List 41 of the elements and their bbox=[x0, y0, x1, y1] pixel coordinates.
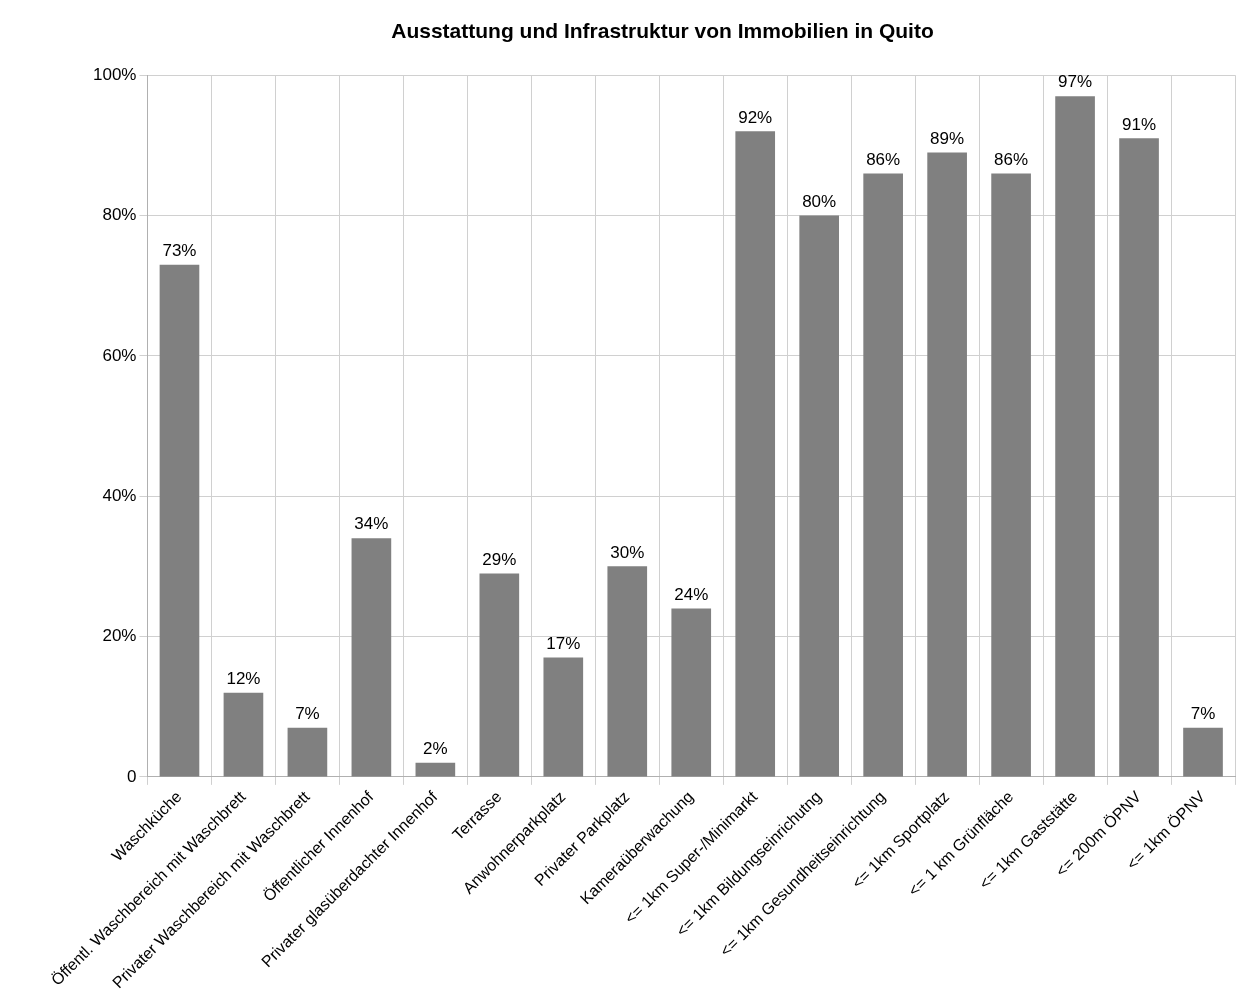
data-label: 86% bbox=[994, 149, 1029, 169]
data-label: 12% bbox=[226, 668, 261, 688]
bar bbox=[223, 692, 264, 777]
bar bbox=[1055, 96, 1095, 777]
bar bbox=[991, 173, 1031, 777]
data-label: 7% bbox=[1190, 703, 1216, 723]
y-tick-label: 20% bbox=[102, 626, 137, 646]
data-label: 86% bbox=[866, 149, 901, 169]
bar bbox=[415, 762, 456, 777]
y-tick-label: 60% bbox=[102, 345, 137, 365]
data-label: 7% bbox=[295, 703, 320, 723]
bar bbox=[607, 566, 648, 777]
data-label: 73% bbox=[162, 240, 197, 260]
bar bbox=[1119, 138, 1159, 777]
data-label: 2% bbox=[423, 739, 448, 759]
bar bbox=[799, 215, 840, 777]
bar bbox=[351, 538, 392, 777]
bar bbox=[479, 573, 520, 777]
bar bbox=[543, 657, 584, 777]
chart-title: Ausstattung und Infrastruktur von Immobilien in Quito bbox=[391, 19, 934, 43]
y-tick-label: 0 bbox=[127, 766, 137, 786]
data-label: 34% bbox=[354, 514, 389, 534]
bar bbox=[1183, 727, 1223, 777]
data-label: 89% bbox=[930, 128, 965, 148]
data-label: 97% bbox=[1058, 72, 1093, 92]
bar bbox=[927, 152, 967, 777]
data-label: 92% bbox=[738, 107, 773, 127]
data-label: 30% bbox=[610, 542, 645, 562]
bar bbox=[671, 608, 712, 777]
data-label: 24% bbox=[674, 584, 709, 604]
data-label: 80% bbox=[802, 191, 837, 211]
y-tick-label: 100% bbox=[93, 64, 137, 84]
bar bbox=[863, 173, 903, 777]
bar bbox=[159, 264, 200, 777]
bar bbox=[735, 131, 776, 777]
data-label: 91% bbox=[1122, 114, 1157, 134]
y-tick-label: 80% bbox=[102, 205, 137, 225]
bar bbox=[287, 727, 328, 777]
data-label: 17% bbox=[546, 633, 581, 653]
data-label: 29% bbox=[482, 549, 517, 569]
y-tick-label: 40% bbox=[102, 485, 137, 505]
